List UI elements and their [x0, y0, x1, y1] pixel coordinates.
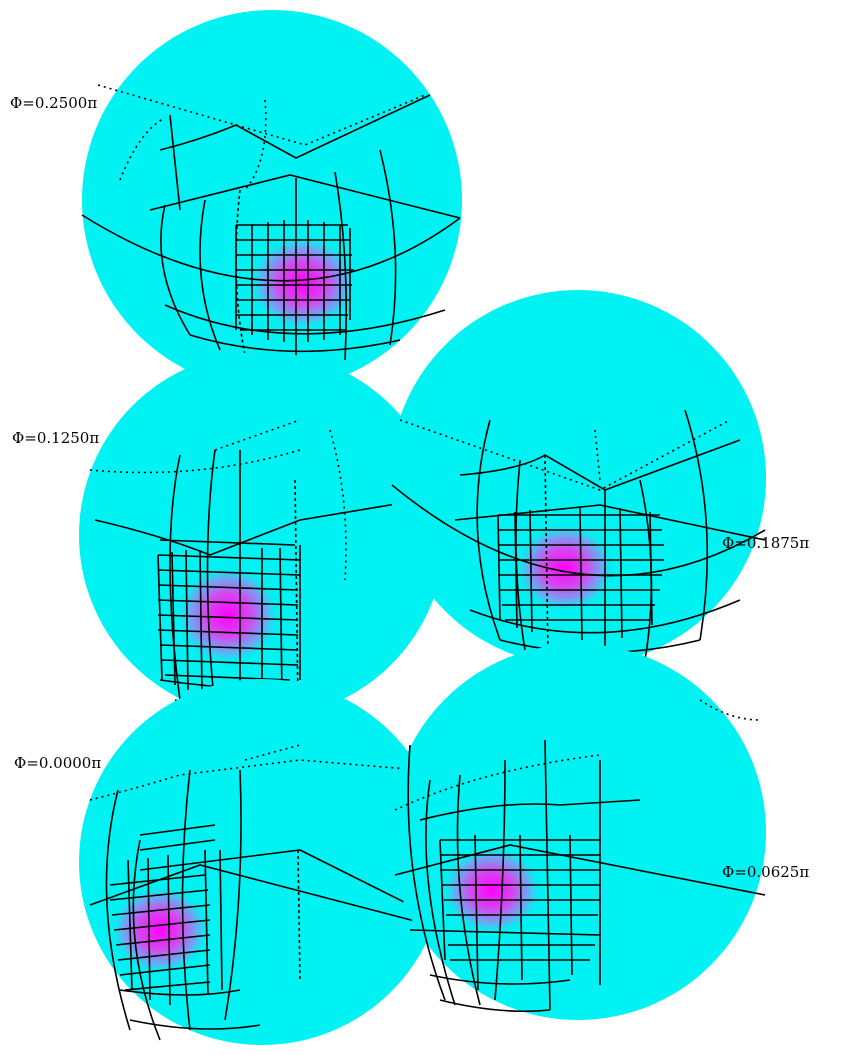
sphere-body: [82, 10, 462, 390]
phi-label: Φ=0.0625π: [722, 863, 809, 881]
sphere-phi-0-1250: Φ=0.1250π: [12, 352, 445, 718]
sphere-phi-0-0000: Φ=0.0000π: [14, 679, 445, 1045]
sphere-phi-0-2500: Φ=0.2500π: [10, 10, 462, 390]
sphere-body: [390, 644, 766, 1020]
sphere-body: [390, 290, 766, 666]
grid-lines: [391, 409, 766, 665]
phi-label: Φ=0.2500π: [10, 94, 97, 112]
hotspot: [176, 565, 280, 665]
hotspot: [248, 235, 358, 331]
phi-label: Φ=0.1875π: [722, 534, 809, 552]
grid-lines: [81, 84, 461, 362]
sphere-phi-0-0625: Φ=0.0625π: [390, 644, 809, 1020]
hotspot: [442, 845, 542, 935]
grid-lines: [89, 744, 431, 1041]
sphere-phi-0-1875: Φ=0.1875π: [390, 290, 809, 666]
phi-label: Φ=0.1250π: [12, 429, 99, 447]
grid-lines: [394, 699, 766, 1013]
phi-label: Φ=0.0000π: [14, 754, 101, 772]
sphere-body: [79, 679, 445, 1045]
